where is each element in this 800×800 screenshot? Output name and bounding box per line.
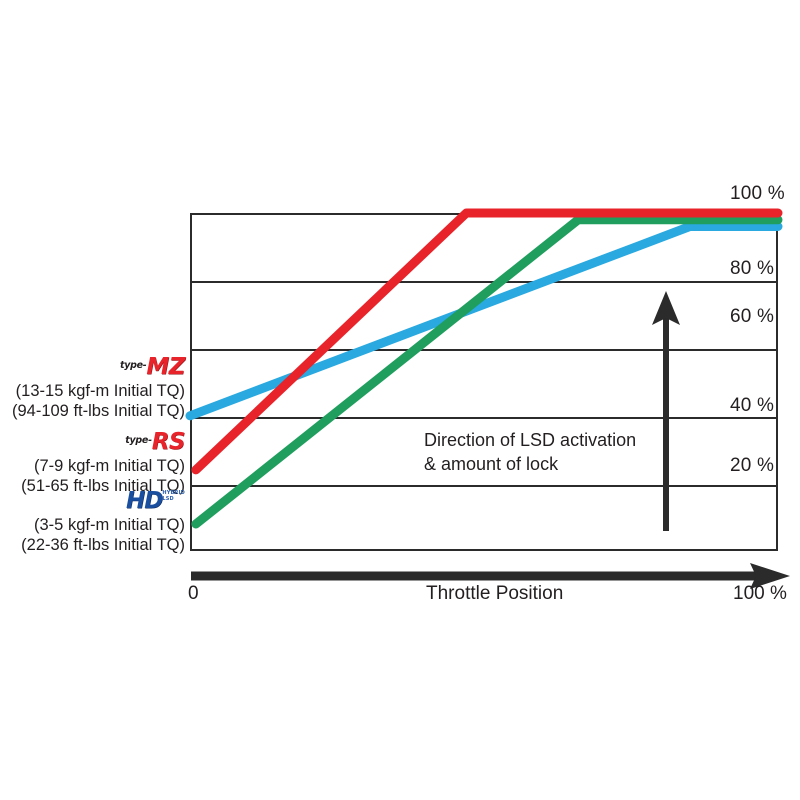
gridline-20 [190,485,778,487]
x-axis-arrow [191,563,790,589]
y-tick-label-60: 60 % [730,306,775,327]
direction-annotation-line2: & amount of lock [424,454,559,474]
plot-area [190,213,778,551]
legend-item-mz: type-MZ (13-15 kgf-m Initial TQ) (94-109… [0,356,186,421]
logo-hd-mark: HD [125,488,163,514]
logo-type-mz-prefix: type- [120,360,147,371]
y-tick-label-80: 80 % [730,258,775,279]
gridline-40 [190,417,778,419]
legend-rs-tq-kgfm: (7-9 kgf-m Initial TQ) [34,457,185,475]
legend-mz-tq-ftlbs: (94-109 ft-lbs Initial TQ) [11,401,185,420]
legend-hd-tq-kgfm: (3-5 kgf-m Initial TQ) [34,516,185,534]
logo-type-mz-mark: MZ [146,354,185,380]
logo-type-rs-prefix: type- [125,435,152,446]
y-tick-label-40: 40 % [730,395,775,416]
legend-item-rs: type-RS (7-9 kgf-m Initial TQ) (51-65 ft… [0,431,185,496]
x-tick-label-zero: 0 [188,583,199,604]
y-tick-label-20: 20 % [730,455,775,476]
x-tick-label-max: 100 % [733,583,787,604]
direction-annotation: Direction of LSD activation & amount of … [424,428,636,476]
logo-hd: HDHYBRID LSD [0,490,185,516]
x-axis-title: Throttle Position [426,583,564,604]
logo-hd-sub1: HYBRID [162,490,185,496]
legend-mz-tq-kgfm: (13-15 kgf-m Initial TQ) [15,382,185,400]
logo-type-rs-mark: RS [151,429,186,455]
legend-rs-tq-ftlbs: (51-65 ft-lbs Initial TQ) [21,476,185,495]
logo-type-mz: type-MZ [0,356,185,382]
logo-hd-sub2: LSD [162,496,174,502]
legend-item-hd: HDHYBRID LSD (3-5 kgf-m Initial TQ) (22-3… [0,490,185,555]
gridline-80 [190,281,778,283]
legend-hd-tq-ftlbs: (22-36 ft-lbs Initial TQ) [21,535,185,554]
y-tick-label-100: 100 % [730,183,785,204]
gridline-60 [190,349,778,351]
direction-annotation-line1: Direction of LSD activation [424,430,637,450]
logo-type-rs: type-RS [0,431,185,457]
